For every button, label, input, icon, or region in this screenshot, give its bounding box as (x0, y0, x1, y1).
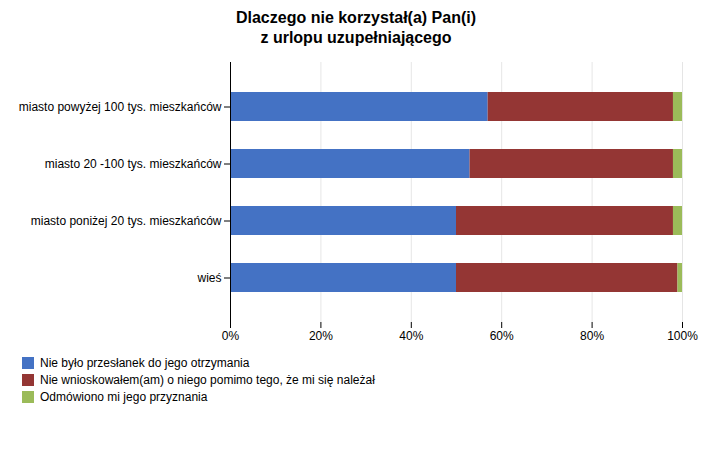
svg-text:miasto poniżej 20 tys. mieszka: miasto poniżej 20 tys. mieszkańców (31, 214, 222, 228)
svg-text:20%: 20% (309, 329, 333, 343)
html-text:Dlaczego nie korzystał(a) Pan(: Dlaczego nie korzystał(a) Pan(i) z urlop… (236, 9, 476, 46)
svg-text:40%: 40% (399, 329, 423, 343)
svg-text:miasto 20 -100 tys. mieszkańcó: miasto 20 -100 tys. mieszkańców (45, 157, 222, 171)
svg-text:0%: 0% (222, 329, 240, 343)
html-text:Nie wnioskowałem(am) o niego p: Nie wnioskowałem(am) o niego pomimo tego… (40, 373, 375, 387)
html-text:Nie było przesłanek do jego ot: Nie było przesłanek do jego otrzymania (40, 356, 250, 370)
svg-text:80%: 80% (580, 329, 604, 343)
svg-text:60%: 60% (490, 329, 514, 343)
svg-text:100%: 100% (667, 329, 698, 343)
svg-text:wieś: wieś (196, 271, 221, 285)
html-text:Odmówiono mi jego przyznania: Odmówiono mi jego przyznania (40, 390, 208, 404)
svg-text:miasto powyżej 100 tys. mieszk: miasto powyżej 100 tys. mieszkańców (19, 100, 222, 114)
